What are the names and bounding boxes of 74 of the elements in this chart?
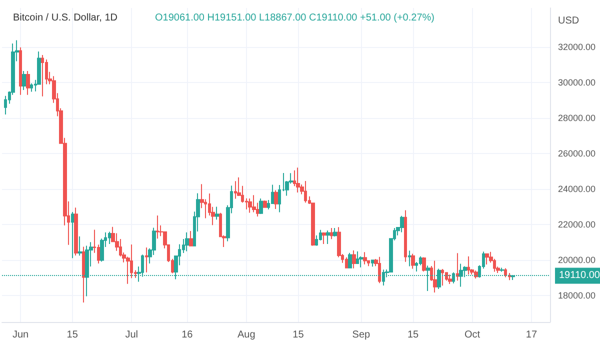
candlestick [504, 268, 507, 278]
candlestick [456, 252, 459, 282]
candlestick [304, 180, 307, 204]
candlestick [508, 272, 511, 281]
candlestick [259, 198, 263, 214]
candlestick [326, 230, 330, 244]
x-tick-label: 17 [526, 330, 538, 340]
x-tick-label: 15 [66, 330, 78, 340]
chart-title: Bitcoin / U.S. Dollar, 1D [13, 12, 118, 24]
candlestick [78, 236, 82, 256]
candlestick [248, 198, 252, 214]
chart-subtitle: O19061.00 H19151.00 L18867.00 C19110.00 +51.00 (+0.27%) [155, 12, 434, 24]
candlestick [448, 274, 452, 285]
candlestick [274, 190, 278, 210]
candlestick [352, 250, 356, 269]
y-tick-label: 20000.00 [558, 254, 596, 265]
candlestick [378, 256, 381, 284]
candlestick [330, 227, 333, 240]
y-tick-label: 28000.00 [558, 112, 596, 123]
candlestick [356, 250, 359, 264]
candlestick [441, 268, 444, 286]
x-tick-label: Jun [12, 330, 29, 340]
candlestick [348, 252, 352, 268]
candlestick [322, 232, 326, 244]
candlestick [4, 95, 7, 115]
candlestick [467, 256, 470, 275]
x-tick-label: Jul [125, 330, 138, 340]
candlestick [400, 215, 404, 233]
x-tick-label: Sep [352, 330, 370, 340]
candlestick [22, 70, 26, 90]
candlestick [156, 215, 159, 240]
candlestick [263, 200, 267, 208]
x-tick-label: 16 [182, 330, 194, 340]
candlestick [185, 232, 189, 252]
y-tick-label: 30000.00 [558, 78, 596, 88]
candlestick [71, 212, 74, 259]
y-tick-label: 22000.00 [558, 219, 596, 230]
candlestick [189, 230, 193, 247]
candlestick [433, 260, 437, 294]
candlestick [19, 46, 22, 96]
y-tick-label: 18000.00 [558, 290, 596, 300]
candlestick [359, 256, 363, 268]
candlestick [82, 246, 85, 303]
candlestick [252, 194, 256, 213]
candlestick [371, 259, 374, 268]
candlestick [296, 167, 300, 193]
x-tick-label: 15 [407, 330, 419, 340]
y-tick-label: 32000.00 [558, 42, 596, 52]
x-tick-label: Oct [464, 330, 480, 340]
candlestick [485, 252, 489, 266]
candlestick [108, 231, 111, 244]
candlestick [74, 207, 78, 256]
candlestick [345, 256, 348, 268]
candlestick [445, 272, 448, 282]
candlestick [422, 256, 426, 272]
candlestick [404, 210, 407, 262]
candlestick [333, 227, 337, 237]
candlestick [408, 250, 411, 267]
candlestick [474, 270, 478, 280]
candlestick [234, 180, 237, 200]
candlestick [30, 82, 33, 92]
candlestick [363, 252, 367, 265]
y-tick-label: 24000.00 [558, 184, 596, 194]
y-tick-label: 26000.00 [558, 148, 596, 158]
y-axis-title: USD [558, 16, 580, 26]
candlestick [215, 206, 219, 220]
candlestick [41, 54, 44, 97]
x-tick-label: 15 [292, 330, 304, 340]
candlestick [411, 253, 415, 270]
candlestick [26, 70, 30, 96]
candlestick [145, 246, 148, 273]
ref-line-label: 19110.00 [559, 270, 600, 282]
candlestick [500, 267, 504, 272]
x-tick-label: Aug [237, 330, 256, 340]
